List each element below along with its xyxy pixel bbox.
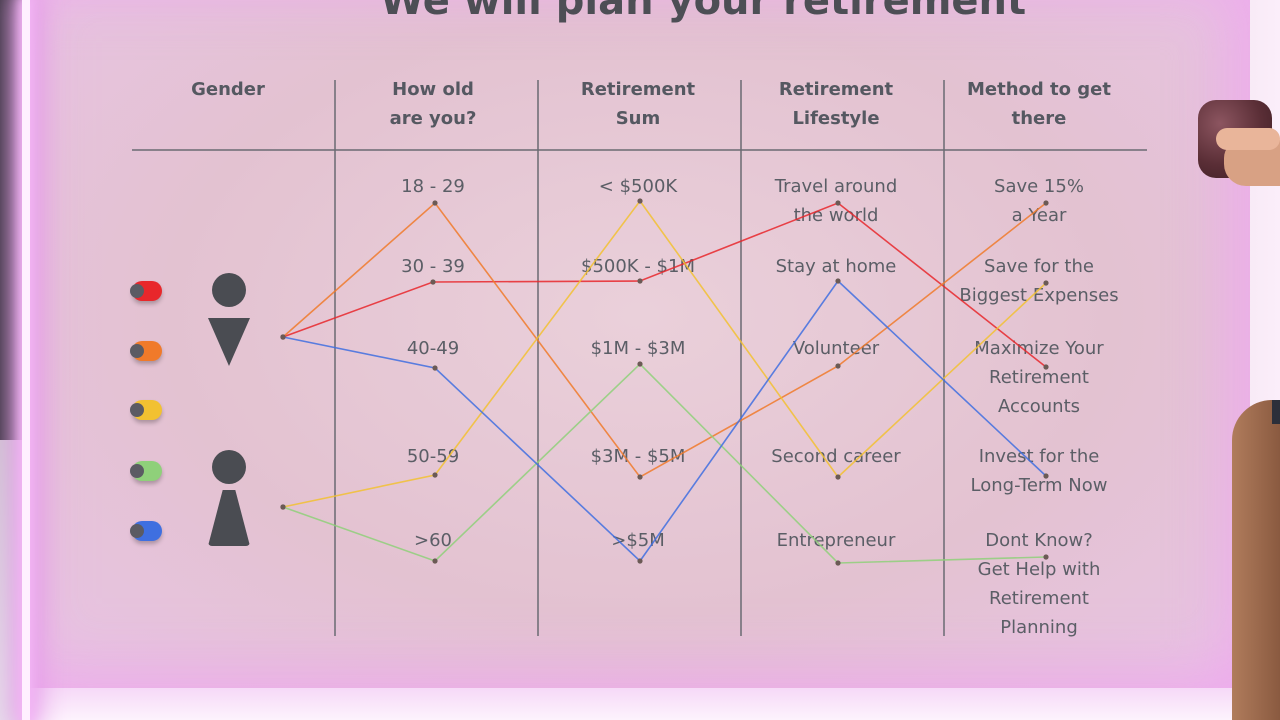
- method-option[interactable]: Invest for the Long-Term Now: [970, 446, 1108, 496]
- age-option[interactable]: 50-59: [406, 446, 460, 467]
- header-retirement-lifestyle: Retirement Lifestyle: [778, 79, 894, 129]
- hand-finger: [1216, 128, 1280, 150]
- string-nail: [432, 472, 438, 478]
- red-pin[interactable]: [130, 281, 162, 301]
- floor-glow: [30, 688, 1250, 720]
- string-nail: [1043, 200, 1049, 206]
- header-retirement-sum: Retirement Sum: [580, 79, 696, 129]
- blue-pin[interactable]: [130, 521, 162, 541]
- string-nail: [432, 365, 438, 371]
- string-line: [282, 279, 1047, 563]
- presenter-sleeve: [1272, 400, 1280, 424]
- sum-option[interactable]: $500K - $1M: [581, 256, 695, 277]
- sum-option[interactable]: $3M - $5M: [590, 446, 686, 467]
- method-option[interactable]: Save 15% a Year: [994, 176, 1084, 226]
- female-icon[interactable]: [208, 318, 250, 366]
- string-nail: [430, 279, 436, 285]
- string-nail: [637, 278, 643, 284]
- male-head-icon: [212, 450, 246, 484]
- string-nail: [1043, 473, 1049, 479]
- sum-option[interactable]: < $500K: [598, 176, 678, 197]
- lifestyle-option[interactable]: Stay at home: [775, 256, 897, 277]
- string-nail: [835, 363, 841, 369]
- header-gender: Gender: [191, 79, 265, 100]
- string-line: [282, 201, 1047, 479]
- lifestyle-option[interactable]: Volunteer: [792, 338, 880, 359]
- string-line: [282, 202, 1047, 368]
- age-option[interactable]: 18 - 29: [401, 176, 465, 197]
- neon-light-strip: [22, 0, 30, 720]
- presenter-arm: [1232, 400, 1280, 720]
- green-pin[interactable]: [130, 461, 162, 481]
- method-option[interactable]: Maximize Your Retirement Accounts: [974, 338, 1104, 417]
- yellow-pin[interactable]: [130, 400, 162, 420]
- method-option[interactable]: Save for the Biggest Expenses: [959, 256, 1119, 306]
- sum-option[interactable]: $1M - $3M: [590, 338, 686, 359]
- string-nail: [637, 558, 643, 564]
- age-option[interactable]: 40-49: [406, 338, 460, 359]
- string-line: [282, 199, 1047, 508]
- orange-pin[interactable]: [130, 341, 162, 361]
- board-title: We will plan your retirement: [380, 0, 1027, 24]
- female-head-icon: [212, 273, 246, 307]
- string-nail: [835, 200, 841, 206]
- string-nail: [835, 278, 841, 284]
- string-nail: [637, 198, 643, 204]
- age-option[interactable]: >60: [414, 530, 452, 551]
- string-nail: [280, 334, 286, 340]
- header-method: Method to get there: [967, 79, 1111, 129]
- string-nail: [432, 558, 438, 564]
- age-option[interactable]: 30 - 39: [401, 256, 465, 277]
- string-nail: [280, 504, 286, 510]
- string-nail: [637, 361, 643, 367]
- string-nail: [1043, 554, 1049, 560]
- string-nail: [1043, 280, 1049, 286]
- string-nail: [637, 474, 643, 480]
- lifestyle-option[interactable]: Entrepreneur: [776, 530, 896, 551]
- string-nail: [432, 200, 438, 206]
- lifestyle-option[interactable]: Travel around the world: [774, 176, 898, 226]
- string-nail: [1043, 364, 1049, 370]
- presenter-hand: [1196, 100, 1280, 190]
- string-nail: [835, 474, 841, 480]
- header-age: How old are you?: [389, 79, 477, 129]
- method-option[interactable]: Dont Know? Get Help with Retirement Plan…: [977, 530, 1101, 638]
- lifestyle-option[interactable]: Second career: [771, 446, 901, 467]
- string-nail: [835, 560, 841, 566]
